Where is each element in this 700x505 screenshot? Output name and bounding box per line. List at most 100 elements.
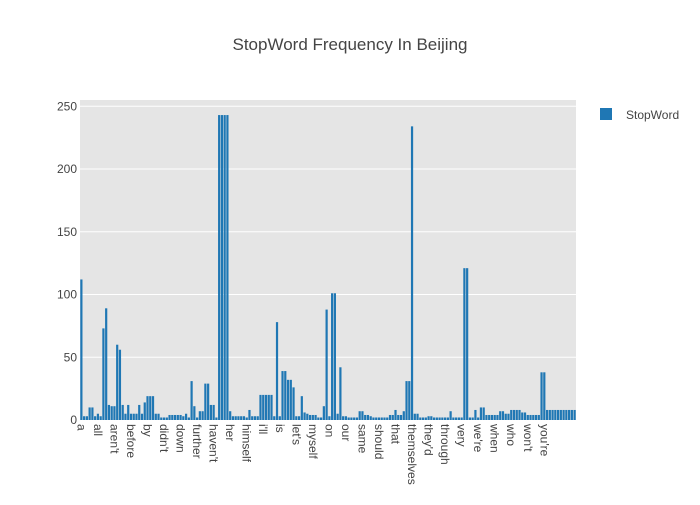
legend[interactable]: StopWord [600, 108, 679, 122]
bar[interactable] [573, 409, 576, 420]
bar[interactable] [438, 417, 441, 420]
bar[interactable] [234, 416, 237, 420]
bar[interactable] [322, 406, 325, 420]
bar[interactable] [264, 394, 268, 420]
bar[interactable] [325, 309, 328, 420]
bar[interactable] [94, 416, 97, 420]
bar[interactable] [369, 416, 372, 420]
bar[interactable] [399, 414, 403, 420]
bar[interactable] [537, 414, 540, 420]
bar[interactable] [380, 417, 383, 420]
bar[interactable] [529, 414, 532, 420]
bar[interactable] [482, 407, 485, 420]
bar[interactable] [245, 417, 248, 420]
bar[interactable] [140, 413, 144, 420]
bar[interactable] [507, 413, 510, 420]
bar[interactable] [441, 417, 444, 420]
bar[interactable] [559, 409, 562, 420]
bar[interactable] [229, 411, 232, 420]
bar[interactable] [253, 416, 257, 420]
bar[interactable] [157, 413, 160, 420]
bar[interactable] [333, 293, 336, 420]
bar[interactable] [215, 417, 218, 420]
bar[interactable] [110, 406, 113, 420]
bar[interactable] [565, 409, 568, 420]
bar[interactable] [182, 416, 185, 420]
bar[interactable] [292, 387, 295, 420]
bar[interactable] [490, 414, 494, 420]
bar[interactable] [386, 417, 389, 420]
bar[interactable] [446, 417, 449, 420]
bar[interactable] [209, 404, 212, 420]
bar[interactable] [543, 372, 546, 420]
bar[interactable] [504, 413, 507, 420]
bar[interactable] [485, 414, 488, 420]
bar[interactable] [176, 414, 179, 420]
bar[interactable] [548, 409, 551, 420]
bar[interactable] [300, 396, 303, 420]
bar[interactable] [377, 417, 381, 420]
bar[interactable] [85, 416, 88, 420]
bar[interactable] [532, 414, 535, 420]
bar[interactable] [501, 411, 505, 420]
bar[interactable] [521, 412, 524, 420]
bar[interactable] [570, 409, 573, 420]
bar[interactable] [562, 409, 565, 420]
bar[interactable] [275, 322, 279, 420]
bar[interactable] [471, 417, 474, 420]
bar[interactable] [143, 402, 146, 420]
bar[interactable] [151, 396, 155, 420]
bar[interactable] [358, 411, 361, 420]
bar[interactable] [173, 414, 177, 420]
bar[interactable] [306, 413, 309, 420]
bar[interactable] [270, 394, 273, 420]
bar[interactable] [416, 413, 419, 420]
bar[interactable] [295, 416, 298, 420]
bar[interactable] [479, 407, 483, 420]
bar[interactable] [314, 414, 317, 420]
bar[interactable] [190, 381, 193, 420]
bar[interactable] [350, 417, 353, 420]
bar[interactable] [129, 413, 133, 420]
bar[interactable] [424, 417, 427, 420]
bar[interactable] [132, 413, 135, 420]
bar[interactable] [328, 416, 331, 420]
bar[interactable] [184, 413, 188, 420]
bar[interactable] [496, 414, 499, 420]
bar[interactable] [383, 417, 386, 420]
bar[interactable] [331, 293, 334, 420]
bar[interactable] [193, 406, 196, 420]
bar[interactable] [444, 417, 447, 420]
bar[interactable] [510, 409, 513, 420]
bar[interactable] [474, 409, 477, 420]
bar[interactable] [430, 416, 433, 420]
bar[interactable] [515, 409, 518, 420]
bar[interactable] [388, 414, 392, 420]
bar[interactable] [477, 417, 480, 420]
bar[interactable] [353, 417, 356, 420]
bar[interactable] [102, 328, 105, 420]
bar[interactable] [493, 414, 496, 420]
bar[interactable] [317, 417, 320, 420]
bar[interactable] [226, 115, 229, 420]
bar[interactable] [303, 412, 306, 420]
bar[interactable] [518, 409, 521, 420]
bar[interactable] [556, 409, 560, 420]
bar[interactable] [204, 383, 207, 420]
bar[interactable] [344, 416, 348, 420]
bar[interactable] [240, 416, 243, 420]
bar[interactable] [408, 381, 411, 420]
bar[interactable] [138, 404, 141, 420]
bar[interactable] [545, 409, 549, 420]
bar[interactable] [218, 115, 221, 420]
bar[interactable] [339, 367, 342, 420]
bar[interactable] [88, 407, 91, 420]
bar[interactable] [198, 411, 201, 420]
bar[interactable] [355, 417, 359, 420]
bar[interactable] [187, 417, 190, 420]
bar[interactable] [534, 414, 538, 420]
bar[interactable] [457, 417, 460, 420]
bar[interactable] [372, 417, 375, 420]
bar[interactable] [242, 416, 246, 420]
bar[interactable] [449, 411, 452, 420]
